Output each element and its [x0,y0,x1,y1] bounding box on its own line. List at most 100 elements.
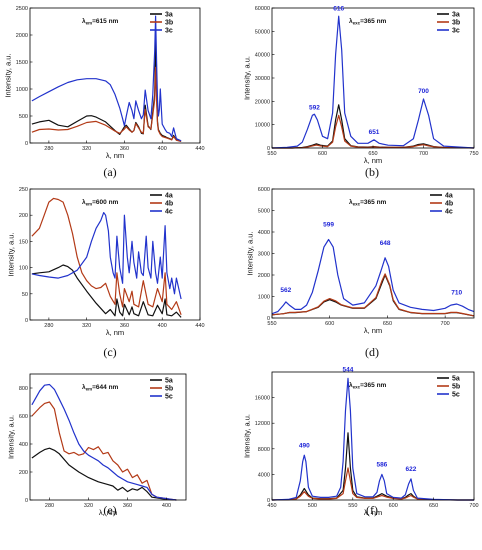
plot-frame [271,371,475,501]
x-tick-label: 550 [267,151,276,157]
y-tick-label: 2000 [16,33,28,39]
legend-label-4a: 4a [165,193,173,200]
legend-label-4c: 4c [165,209,173,216]
x-tick-label: 440 [195,323,204,329]
peak-annotation: 700 [418,88,429,95]
y-axis-label: Intensity, a.u. [7,415,16,459]
plot-frame [29,188,201,321]
x-tick-label: 750 [469,151,478,157]
peak-annotation: 616 [333,5,344,12]
wavelength-note: λem=600 nm [82,198,119,207]
y-tick-label: 3000 [258,252,270,258]
panel-label: (b) [365,165,379,179]
series-line-5c [271,377,474,501]
series-line-4a [271,274,475,317]
x-tick-label: 320 [82,146,91,152]
panel-label: (f) [366,503,378,517]
peak-annotation: 490 [299,443,310,450]
plot-frame [29,373,187,501]
x-tick-label: 600 [318,151,327,157]
series-line-5b [271,467,474,501]
x-tick-label: 360 [123,503,132,509]
y-tick-label: 0 [25,318,28,324]
x-tick-label: 600 [389,503,398,509]
legend-label-4c: 4c [445,209,453,216]
chart-panel-3: 550 600 650 700 0 1000 2000 3000 4000 5000 6000 λ, … [246,187,475,359]
y-axis-label: Intensity, a.u. [243,414,252,458]
y-tick-label: 150 [19,239,28,245]
x-tick-label: 400 [158,146,167,152]
y-tick-label: 200 [19,470,28,476]
chart-panel-5: 450 500 550 600 650 700 0 4000 8000 12000 16000 λ, … [243,366,479,517]
series-line-4c [271,238,475,315]
series-line-3c [31,15,182,142]
peak-annotation: 622 [406,466,417,473]
series-line-4b [31,197,182,316]
legend-label-5b: 5b [165,386,173,393]
y-tick-label: 800 [19,386,28,392]
legend-label-3b: 3b [165,20,173,27]
panel-label: (d) [365,345,379,359]
y-tick-label: 40000 [255,53,270,59]
chart-panel-4: 280 320 360 400 0 200 400 600 800 λ, nm Intensity,… [7,373,187,517]
y-tick-label: 0 [267,498,270,504]
y-tick-label: 10000 [255,123,270,129]
x-tick-label: 550 [267,321,276,327]
y-tick-label: 1000 [258,295,270,301]
y-axis-label: Intensity, a.u. [243,56,252,100]
x-tick-label: 700 [419,151,428,157]
y-tick-label: 50 [22,292,28,298]
legend-label-3c: 3c [165,28,173,35]
peak-annotation: 586 [376,462,387,469]
x-tick-label: 500 [308,503,317,509]
panel-label: (a) [103,165,116,179]
legend-label-3b: 3b [452,20,460,27]
x-tick-label: 360 [120,323,129,329]
y-tick-label: 200 [19,213,28,219]
y-tick-label: 0 [267,146,270,152]
y-tick-label: 50000 [255,29,270,35]
y-tick-label: 400 [19,442,28,448]
plot-frame [29,7,201,144]
y-axis-label: Intensity, a.u. [4,53,13,97]
series-line-3c [271,15,475,149]
legend-label-3c: 3c [452,28,460,35]
legend-label-3a: 3a [452,12,460,19]
x-tick-label: 280 [44,146,53,152]
series-line-5c [31,383,177,501]
y-tick-label: 6000 [258,187,270,193]
legend-label-5a: 5a [165,378,173,385]
legend-label-4b: 4b [445,201,453,208]
x-tick-label: 450 [267,503,276,509]
chart-panel-0: 280 320 360 400 440 0 500 1000 1500 2000 2500 λ, nm… [4,6,205,179]
series-line-5b [31,401,177,501]
wavelength-note: λem=644 nm [82,383,119,392]
peak-annotation: 710 [451,289,462,296]
series-line-4c [31,212,182,300]
plot-frame [271,188,475,319]
y-tick-label: 20000 [255,99,270,105]
series-line-4a [31,264,182,318]
legend-label-5b: 5b [452,384,460,391]
y-tick-label: 2500 [16,6,28,12]
panel-label: (c) [103,345,116,359]
peak-annotation: 648 [380,240,391,247]
x-tick-label: 440 [195,146,204,152]
y-tick-label: 1000 [16,87,28,93]
x-tick-label: 400 [158,323,167,329]
y-tick-label: 5000 [258,209,270,215]
x-tick-label: 360 [120,146,129,152]
y-tick-label: 8000 [258,447,270,453]
y-tick-label: 2000 [258,273,270,279]
x-axis-label: λ, nm [364,156,382,165]
x-tick-label: 650 [429,503,438,509]
y-tick-label: 600 [19,414,28,420]
wavelength-note: λexc=365 nm [349,381,387,390]
x-axis-label: λ, nm [364,326,382,335]
legend-label-5a: 5a [452,376,460,383]
x-tick-label: 320 [82,323,91,329]
x-tick-label: 400 [162,503,171,509]
x-tick-label: 600 [325,321,334,327]
x-axis-label: λ, nm [106,151,124,160]
